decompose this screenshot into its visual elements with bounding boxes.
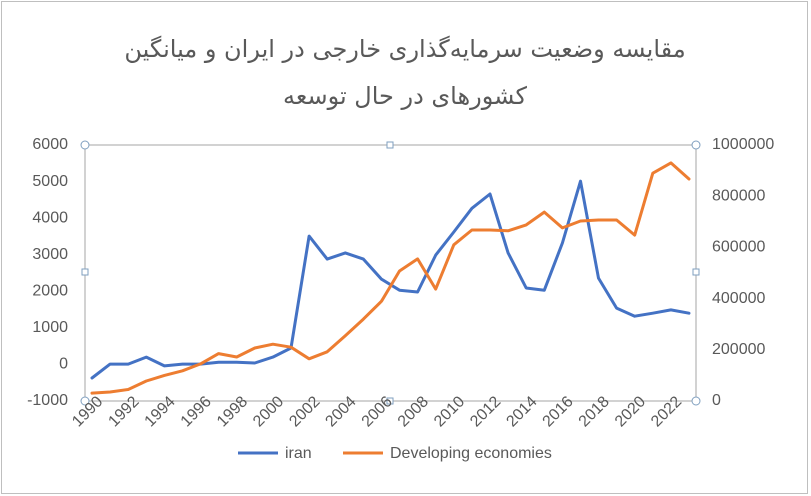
series-line [90, 161, 691, 395]
y-tick-label: 5000 [32, 173, 68, 190]
y-tick-label: 0 [59, 356, 68, 373]
y-tick-label: 2000 [32, 283, 68, 300]
y2-tick-label: 1000000 [712, 136, 774, 153]
resize-handle[interactable] [386, 397, 394, 405]
y-tick-label: -1000 [27, 392, 68, 409]
resize-handle[interactable] [691, 396, 701, 406]
legend-label: iran [285, 445, 312, 462]
y-tick-label: 1000 [32, 319, 68, 336]
y-tick-label: 3000 [32, 246, 68, 263]
y2-tick-label: 600000 [712, 239, 765, 256]
y2-tick-label: 800000 [712, 187, 765, 204]
y2-tick-label: 0 [712, 392, 721, 409]
y-tick-label: 4000 [32, 209, 68, 226]
resize-handle[interactable] [692, 268, 700, 276]
y2-tick-label: 400000 [712, 290, 765, 307]
y2-tick-label: 200000 [712, 341, 765, 358]
y-tick-label: 6000 [32, 136, 68, 153]
resize-handle[interactable] [80, 396, 90, 406]
resize-handle[interactable] [81, 268, 89, 276]
chart-title: مقایسه وضعیت سرمایه‌گذاری خارجی در ایران… [124, 35, 685, 63]
resize-handle[interactable] [80, 140, 90, 150]
resize-handle[interactable] [691, 140, 701, 150]
legend-label: Developing economies [390, 445, 552, 462]
chart-title: کشورهای در حال توسعه [283, 82, 528, 110]
resize-handle[interactable] [386, 141, 394, 149]
